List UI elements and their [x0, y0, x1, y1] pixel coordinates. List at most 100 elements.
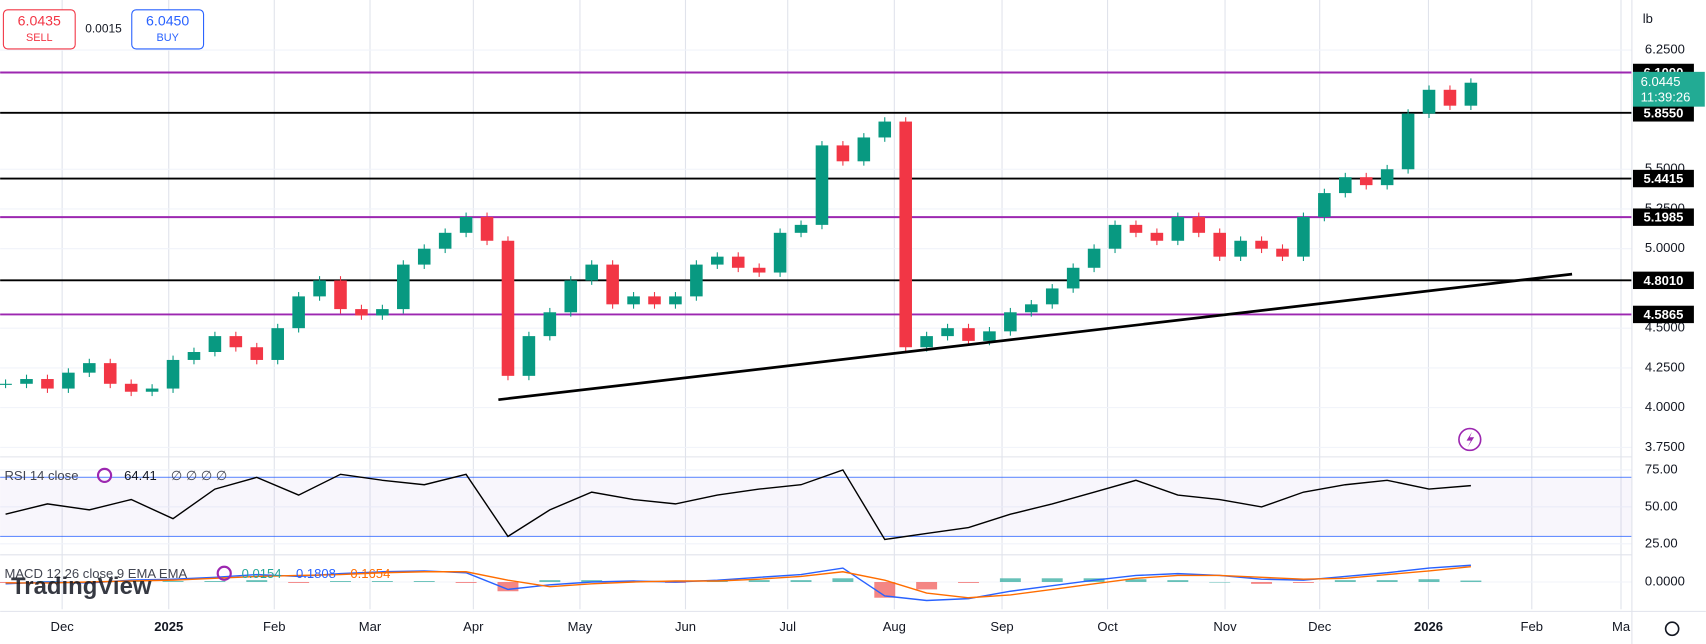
buy-button[interactable] — [131, 9, 205, 50]
candle — [752, 267, 766, 273]
axes: Dec 2025 Feb Mar Apr May Jun Jul Aug Sep Oct Nov Dec… — [51, 42, 1705, 634]
candle — [1129, 224, 1143, 233]
x-tick-label: Ma — [1612, 619, 1631, 634]
candle — [145, 388, 159, 392]
candle — [1150, 232, 1164, 241]
x-tick-label: Sep — [990, 619, 1013, 634]
candle — [669, 296, 682, 305]
histogram-bar — [748, 580, 770, 582]
sell-label: SELL — [26, 32, 53, 44]
y-tick-label: 6.2500 — [1645, 42, 1685, 57]
macd-value: 0.1808 — [296, 566, 336, 581]
x-tick-label: 2026 — [1414, 619, 1443, 634]
macd-title: MACD 12 26 close 9 EMA EMA — [4, 566, 187, 581]
histogram-bar — [246, 580, 268, 582]
candle — [1255, 240, 1268, 249]
x-tick-label: 2025 — [154, 619, 183, 634]
candle — [773, 232, 787, 273]
last-price-box — [1632, 71, 1705, 107]
x-tick-label: Feb — [263, 619, 285, 634]
x-tick-label: May — [568, 619, 593, 634]
candle — [1380, 169, 1394, 186]
candle — [731, 256, 745, 268]
level-label-box — [1632, 271, 1694, 290]
level-label: 4.5865 — [1643, 307, 1683, 322]
x-tick-label: Jun — [675, 619, 696, 634]
candle — [564, 280, 578, 313]
histogram-bar — [1209, 581, 1231, 583]
y-tick-label: 4.5000 — [1645, 320, 1685, 335]
candle — [376, 309, 389, 316]
candle — [103, 363, 117, 384]
candle — [962, 328, 975, 341]
candle — [815, 145, 829, 225]
candle — [1297, 216, 1310, 257]
candle — [397, 264, 410, 310]
rsi-band — [0, 477, 1632, 537]
histogram-bar — [1041, 578, 1063, 582]
candle — [1401, 113, 1415, 170]
spread: 0.0015 — [85, 22, 122, 36]
y-tick-label: 5.0000 — [1645, 240, 1685, 255]
histogram-bar — [413, 581, 435, 582]
candle — [187, 352, 201, 360]
countdown: 11:39:26 — [1641, 89, 1691, 104]
settings-icon[interactable] — [1664, 621, 1680, 637]
candle — [1066, 267, 1080, 289]
x-tick-label: Feb — [1521, 619, 1543, 634]
candle — [794, 224, 808, 233]
candle — [438, 232, 452, 249]
candle — [920, 336, 933, 348]
histogram-bar — [1460, 580, 1482, 582]
candle — [459, 216, 473, 233]
alert-bolt — [1466, 431, 1475, 448]
histogram-bar — [1251, 581, 1273, 584]
histogram-bar — [999, 578, 1021, 582]
grid — [0, 0, 1632, 610]
x-tick-label: Apr — [463, 619, 484, 634]
histogram-bar — [371, 581, 393, 582]
logo: TradingView — [11, 573, 152, 600]
y-tick-label: 3.7500 — [1645, 439, 1685, 454]
rsi-icon[interactable] — [96, 467, 113, 483]
histogram-bar — [497, 581, 519, 592]
y-tick-label: 4.2500 — [1645, 359, 1685, 374]
y-tick-label: 50.00 — [1645, 498, 1678, 513]
candle — [1422, 89, 1436, 114]
histogram-bar — [1292, 581, 1314, 583]
histogram-bar — [916, 581, 938, 590]
level-label-box — [1632, 169, 1694, 188]
histogram-bar — [288, 581, 310, 583]
histogram-bar — [790, 580, 812, 582]
level-label-box — [1632, 305, 1694, 324]
histogram-bar — [1125, 579, 1147, 582]
histogram-bar — [1167, 580, 1189, 582]
candle — [480, 216, 494, 241]
last-price: 6.0445 — [1641, 74, 1681, 89]
histogram-bar — [958, 581, 979, 583]
candle — [857, 137, 871, 162]
signal-value: 0.1654 — [350, 566, 390, 581]
histogram-bar — [539, 580, 561, 582]
candle — [250, 347, 264, 360]
candle — [124, 383, 138, 392]
candle — [1171, 216, 1185, 241]
x-tick-label: Dec — [51, 619, 75, 634]
y-tick-label: 0.0000 — [1645, 573, 1685, 588]
candle — [1087, 248, 1101, 268]
macd-icon[interactable] — [216, 565, 232, 581]
sell-button[interactable] — [2, 9, 76, 50]
candle — [271, 328, 284, 360]
rsi-flags: ∅ ∅ ∅ ∅ — [171, 468, 227, 483]
candle — [1464, 82, 1478, 106]
candle — [711, 256, 724, 265]
candle — [1004, 312, 1017, 332]
series-line — [5, 565, 1471, 599]
candle — [878, 121, 892, 138]
candle — [606, 264, 619, 305]
candle — [648, 296, 661, 305]
candle — [983, 331, 996, 341]
histogram-bar — [1418, 579, 1440, 582]
